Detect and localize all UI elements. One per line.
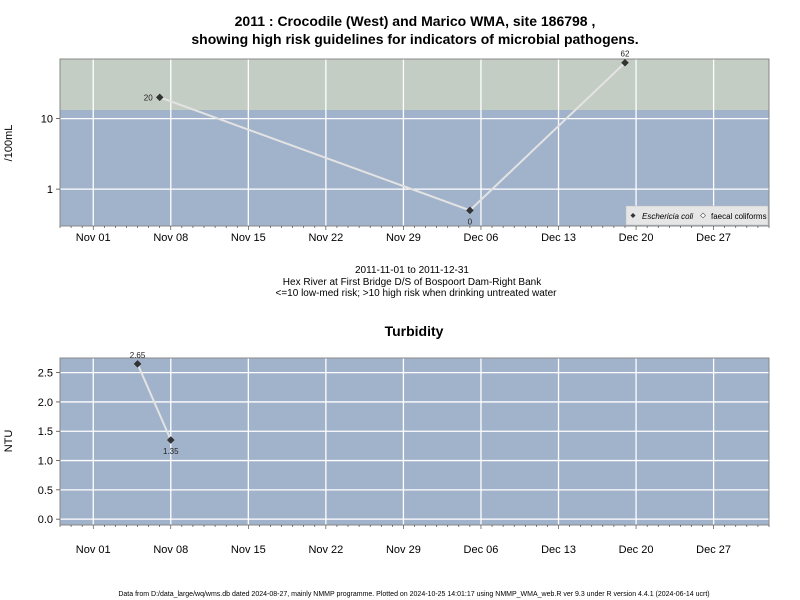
turbidity-series: 2.65 1.35 [130,351,179,456]
turbidity-line [136,363,172,441]
legend: Eschericia coli faecal coliforms [625,205,769,226]
turbidity-point [133,360,142,368]
ecoli-point-label: 20 [144,93,153,102]
footer-note: Data from D:/data_large/wq/wms.db dated … [118,591,709,598]
high-risk-band [60,59,769,110]
ecoli-point [621,58,629,67]
ecoli-series: 20 0 62 [144,50,630,227]
y-tick-label: 1.0 [38,456,53,468]
ecoli-chart: 2011 : Crocodile (West) and Marico WMA, … [3,13,770,299]
ecoli-point [155,93,164,102]
ecoli-title-line2: showing high risk guidelines for indicat… [191,31,638,47]
x-tick-label: Dec 27 [696,232,731,244]
x-tick-label: Nov 15 [231,544,266,556]
ecoli-x-axis: Nov 01 Nov 08 Nov 15 Nov 22 Nov 29 Dec 06 Dec … [59,226,770,244]
y-tick-label: 10 [41,114,53,126]
y-tick-label: 0.5 [38,485,53,497]
turbidity-point-label: 1.35 [163,447,179,456]
legend-box [625,205,769,226]
x-tick-label: Nov 29 [386,232,421,244]
x-tick-label: Dec 13 [541,544,576,556]
x-tick-label: Nov 08 [153,232,188,244]
legend-faecal-marker [700,212,706,219]
x-tick-label: Nov 22 [308,544,343,556]
turbidity-title: Turbidity [385,323,444,339]
ecoli-y-axis: 1 10 [41,114,60,196]
turbidity-point [166,436,175,444]
y-tick-label: 1 [47,184,53,196]
x-tick-label: Nov 01 [76,544,111,556]
x-tick-label: Nov 29 [386,544,421,556]
y-tick-label: 1.5 [38,426,53,438]
ecoli-y-label: /100mL [3,125,15,162]
ecoli-point-label: 0 [468,217,473,226]
turbidity-y-axis: 0.0 0.5 1.0 1.5 2.0 2.5 [38,368,60,526]
y-tick-label: 2.0 [38,397,53,409]
turbidity-grid [60,358,769,525]
ecoli-grid [60,59,769,226]
caption-risk-guideline: <=10 low-med risk; >10 high risk when dr… [276,288,558,299]
x-tick-label: Dec 06 [464,232,499,244]
x-tick-label: Dec 27 [696,544,731,556]
turbidity-plot-area [60,358,769,525]
ecoli-point [466,206,474,215]
x-tick-label: Nov 01 [76,232,111,244]
caption-date-range: 2011-11-01 to 2011-12-31 [355,265,469,276]
x-tick-label: Dec 20 [619,544,654,556]
legend-ecoli-label: Eschericia coli [642,212,693,221]
turbidity-chart: Turbidity 0.00.51.01.52.02.5 NTU Nov 01 N… [3,323,770,556]
y-tick-label: 2.5 [38,368,53,380]
legend-faecal-label: faecal coliforms [711,212,767,221]
legend-ecoli-marker [630,213,636,218]
x-tick-label: Nov 15 [231,232,266,244]
turbidity-x-axis: Nov 01 Nov 08 Nov 15 Nov 22 Nov 29 Dec 06 Dec … [59,525,770,556]
x-tick-label: Dec 13 [541,232,576,244]
ecoli-point-label: 62 [621,50,630,59]
caption-site-name: Hex River at First Bridge D/S of Bospoor… [283,277,542,288]
turbidity-y-label: NTU [3,430,15,453]
ecoli-title-line1: 2011 : Crocodile (West) and Marico WMA, … [235,13,596,29]
x-tick-label: Dec 06 [464,544,499,556]
turbidity-point-label: 2.65 [130,351,146,360]
x-tick-label: Dec 20 [619,232,654,244]
x-tick-label: Nov 22 [308,232,343,244]
y-tick-label: 0.0 [38,514,53,526]
x-tick-label: Nov 08 [153,544,188,556]
